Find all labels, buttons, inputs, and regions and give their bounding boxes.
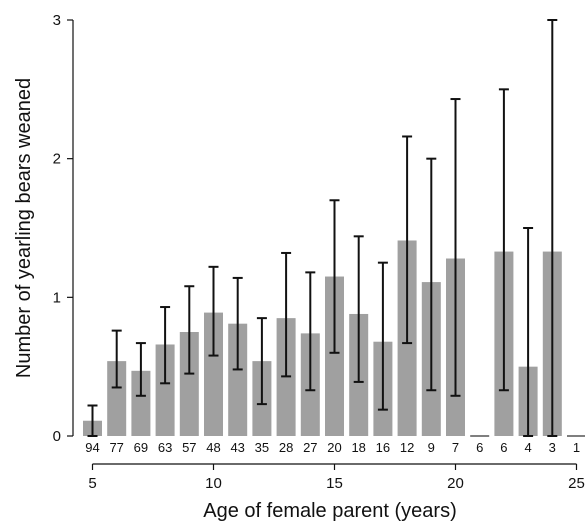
sample-size-label: 94 — [85, 440, 99, 455]
x-tick-label: 5 — [88, 475, 96, 492]
bar — [107, 361, 127, 436]
sample-size-label: 57 — [182, 440, 196, 455]
sample-size-label: 35 — [255, 440, 269, 455]
sample-size-label: 6 — [500, 440, 507, 455]
y-tick-label: 3 — [53, 12, 61, 29]
bar — [155, 344, 175, 436]
y-tick-label: 1 — [53, 289, 61, 306]
sample-size-label: 9 — [428, 440, 435, 455]
sample-size-label: 27 — [303, 440, 317, 455]
sample-size-label: 77 — [109, 440, 123, 455]
sample-size-label: 12 — [400, 440, 414, 455]
bar — [325, 276, 344, 436]
y-tick-label: 0 — [53, 428, 61, 445]
y-axis-title: Number of yearling bears weaned — [13, 78, 35, 378]
sample-size-label: 43 — [230, 440, 244, 455]
sample-size-label: 6 — [476, 440, 483, 455]
sample-size-label: 63 — [158, 440, 172, 455]
sample-size-label: 20 — [327, 440, 341, 455]
x-tick-label: 15 — [326, 475, 343, 492]
y-tick-label: 2 — [53, 151, 61, 168]
x-tick-label: 20 — [447, 475, 464, 492]
sample-size-label: 28 — [279, 440, 293, 455]
bar — [131, 370, 151, 436]
bar — [179, 332, 199, 436]
bar — [228, 323, 248, 436]
sample-size-label: 7 — [452, 440, 459, 455]
bar — [204, 312, 223, 436]
sample-size-label: 3 — [549, 440, 556, 455]
sample-size-label: 1 — [573, 440, 580, 455]
x-tick-label: 10 — [205, 475, 222, 492]
sample-size-label: 69 — [134, 440, 148, 455]
sample-size-label: 16 — [376, 440, 390, 455]
sample-size-label: 48 — [206, 440, 220, 455]
sample-size-label: 4 — [524, 440, 531, 455]
x-tick-label: 25 — [568, 475, 585, 492]
sample-size-label: 18 — [351, 440, 365, 455]
x-axis-title: Age of female parent (years) — [203, 500, 456, 522]
